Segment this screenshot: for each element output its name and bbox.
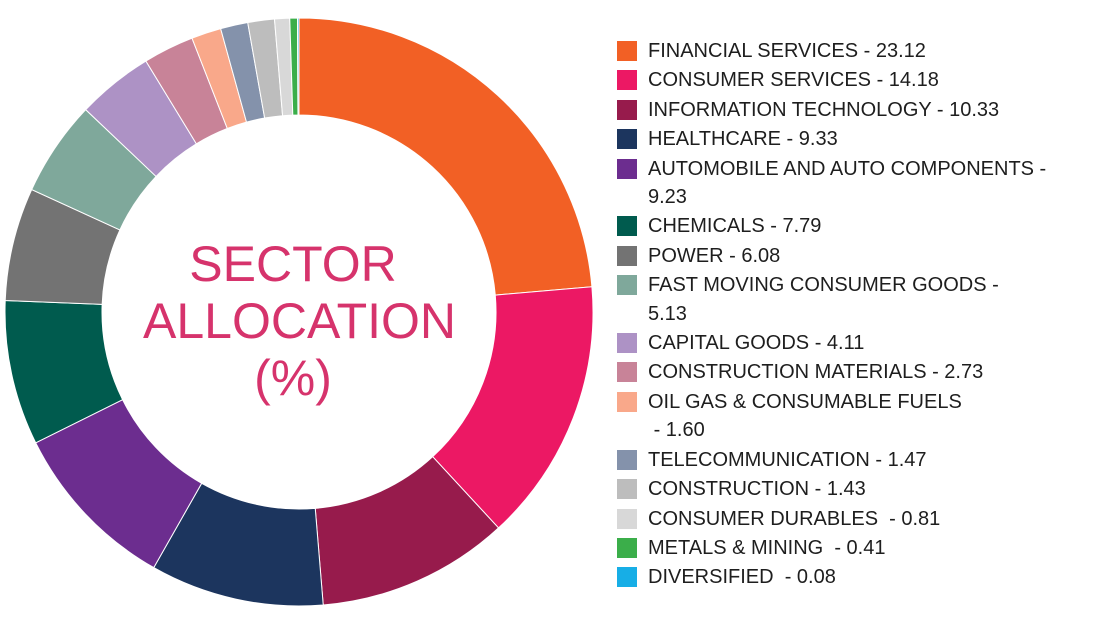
legend-label: CONSTRUCTION MATERIALS - 2.73 — [648, 361, 984, 384]
legend-item: AUTOMOBILE AND AUTO COMPONENTS - 9.23 — [617, 155, 1087, 212]
legend-label: CHEMICALS - 7.79 — [648, 215, 822, 238]
legend-swatch — [617, 70, 637, 91]
legend-label: FINANCIAL SERVICES - 23.12 — [648, 40, 926, 62]
legend-swatch — [617, 158, 637, 179]
chart-title: SECTOR ALLOCATION (%) — [143, 236, 457, 407]
legend-label: CONSUMER SERVICES - 14.18 — [648, 69, 939, 92]
legend-item: CONSTRUCTION - 1.43 — [617, 475, 1087, 503]
legend-item: FAST MOVING CONSUMER GOODS - 5.13 — [617, 271, 1087, 328]
legend-item: CAPITAL GOODS - 4.11 — [617, 329, 1087, 357]
donut-slice-1 — [298, 17, 593, 296]
legend-label: FAST MOVING CONSUMER GOODS - 5.13 — [648, 274, 999, 325]
legend-label: CONSUMER DURABLES - 0.81 — [648, 507, 941, 530]
legend-label: METALS & MINING - 0.41 — [648, 536, 886, 559]
chart-title-line-2: ALLOCATION — [143, 293, 457, 349]
legend-swatch — [617, 245, 637, 266]
legend-swatch — [617, 479, 637, 500]
legend-swatch — [617, 449, 637, 470]
legend-label: HEALTHCARE - 9.33 — [648, 128, 838, 151]
legend-item: INFORMATION TECHNOLOGY - 10.33 — [617, 96, 1087, 124]
legend-item: DIVERSIFIED - 0.08 — [617, 563, 1087, 591]
legend-label: INFORMATION TECHNOLOGY - 10.33 — [648, 98, 1000, 121]
chart-title-line-3: (%) — [254, 350, 332, 406]
legend-item: CONSUMER DURABLES - 0.81 — [617, 505, 1087, 533]
legend-swatch — [617, 41, 637, 61]
legend-item: OIL GAS & CONSUMABLE FUELS - 1.60 — [617, 388, 1087, 445]
legend-item: HEALTHCARE - 9.33 — [617, 125, 1087, 153]
donut-slice-16 — [296, 17, 300, 116]
legend-label: CONSTRUCTION - 1.43 — [648, 478, 866, 501]
legend-swatch — [617, 391, 637, 412]
donut-chart — [4, 17, 594, 607]
legend-item: TELECOMMUNICATION - 1.47 — [617, 446, 1087, 474]
legend-label: POWER - 6.08 — [648, 244, 781, 267]
legend-item: FINANCIAL SERVICES - 23.12 — [617, 37, 1087, 65]
legend-item: CHEMICALS - 7.79 — [617, 212, 1087, 240]
legend-item: METALS & MINING - 0.41 — [617, 534, 1087, 562]
legend-label: CAPITAL GOODS - 4.11 — [648, 332, 865, 355]
legend-item: CONSUMER SERVICES - 14.18 — [617, 66, 1087, 94]
legend-swatch — [617, 333, 637, 354]
legend-label: AUTOMOBILE AND AUTO COMPONENTS - 9.23 — [648, 157, 1047, 209]
legend: FINANCIAL SERVICES - 23.12 CONSUMER SERVI… — [617, 37, 1087, 593]
legend-label: TELECOMMUNICATION - 1.47 — [648, 448, 927, 471]
legend-swatch — [617, 508, 637, 529]
legend-swatch — [617, 362, 637, 383]
legend-label: OIL GAS & CONSUMABLE FUELS - 1.60 — [648, 390, 962, 442]
legend-swatch — [617, 537, 637, 558]
legend-swatch — [617, 99, 637, 120]
legend-item: POWER - 6.08 — [617, 242, 1087, 270]
legend-item: CONSTRUCTION MATERIALS - 2.73 — [617, 358, 1087, 386]
legend-swatch — [617, 275, 637, 296]
legend-label: DIVERSIFIED - 0.08 — [648, 566, 836, 589]
legend-swatch — [617, 129, 637, 150]
legend-swatch — [617, 567, 637, 588]
legend-swatch — [617, 216, 637, 237]
chart-title-line-1: SECTOR — [189, 236, 397, 292]
